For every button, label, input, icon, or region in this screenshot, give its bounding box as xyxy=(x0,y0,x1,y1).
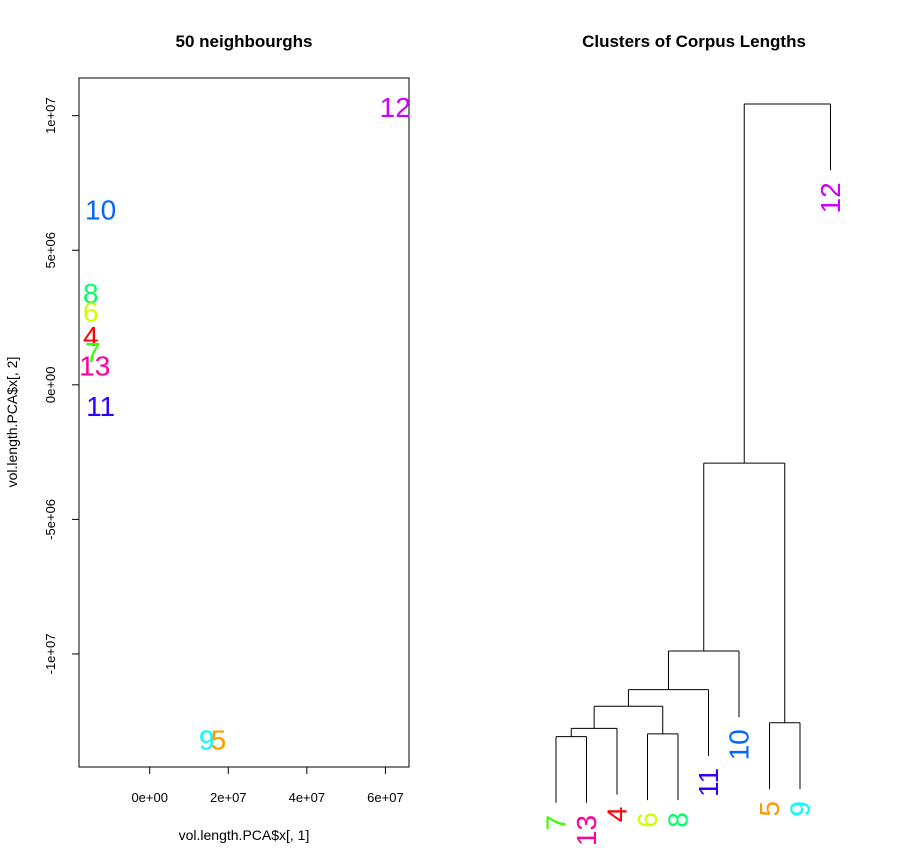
leaf-label: 10 xyxy=(724,729,755,760)
point-label: 5 xyxy=(211,725,227,756)
scatter-panel: 50 neighbourghs 0e+00 2e+07 4e+07 6e+07 -1e… xyxy=(4,32,411,843)
x-tick-label: 4e+07 xyxy=(289,790,326,805)
point-label: 10 xyxy=(85,194,116,225)
point-label: 9 xyxy=(199,725,215,756)
dendrogram-links xyxy=(555,103,831,803)
y-tick-label: -5e+06 xyxy=(43,499,58,540)
leaf-label: 7 xyxy=(541,815,572,831)
scatter-title: 50 neighbourghs xyxy=(176,32,313,51)
point-label: 6 xyxy=(83,297,99,328)
leaf-label: 11 xyxy=(693,768,724,797)
leaf-label: 12 xyxy=(815,182,846,213)
scatter-y-label: vol.length.PCA$x[, 2] xyxy=(4,357,20,488)
point-label: 8 xyxy=(83,278,99,309)
y-tick-label: 1e+07 xyxy=(43,97,58,134)
point-label: 11 xyxy=(86,391,115,422)
y-tick-label: 0e+00 xyxy=(43,367,58,404)
y-tick-label: 5e+06 xyxy=(43,232,58,269)
leaf-label: 5 xyxy=(754,801,785,817)
point-label: 4 xyxy=(83,321,99,352)
point-label: 12 xyxy=(380,92,411,123)
scatter-y-axis: -1e+07 -5e+06 0e+00 5e+06 1e+07 xyxy=(43,97,80,675)
point-label: 7 xyxy=(85,337,101,368)
leaf-label: 8 xyxy=(663,812,694,828)
leaf-label: 4 xyxy=(602,807,633,823)
y-tick-label: -1e+07 xyxy=(43,634,58,675)
leaf-label: 13 xyxy=(571,815,602,846)
x-tick-label: 0e+00 xyxy=(131,790,168,805)
scatter-x-label: vol.length.PCA$x[, 1] xyxy=(179,827,310,843)
leaf-label: 9 xyxy=(785,801,816,817)
leaf-label: 6 xyxy=(632,812,663,828)
x-tick-label: 2e+07 xyxy=(210,790,247,805)
dendrogram-title: Clusters of Corpus Lengths xyxy=(582,32,806,51)
point-label: 13 xyxy=(79,350,110,381)
scatter-x-axis: 0e+00 2e+07 4e+07 6e+07 xyxy=(131,766,404,805)
x-tick-label: 6e+07 xyxy=(367,790,404,805)
scatter-plot-box xyxy=(78,77,410,768)
